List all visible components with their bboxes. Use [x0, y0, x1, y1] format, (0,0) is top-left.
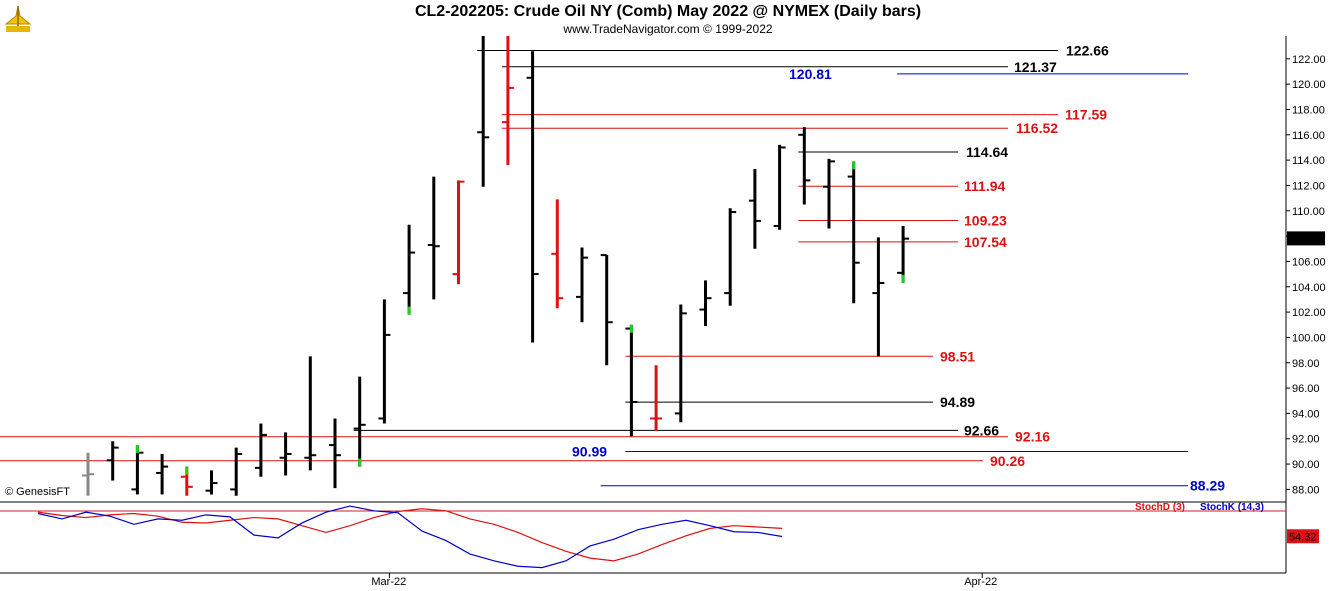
stochk-line: [37, 505, 783, 569]
chart-subtitle: www.TradeNavigator.com © 1999-2022: [563, 22, 773, 36]
indicator-value-label: 54.32: [1289, 531, 1317, 543]
level-label: 94.89: [940, 394, 975, 410]
y-tick-label: 92.00: [1292, 434, 1320, 446]
level-label: 98.51: [940, 348, 975, 364]
chart-title: CL2-202205: Crude Oil NY (Comb) May 2022…: [414, 3, 922, 20]
y-tick-label: 122.00: [1292, 54, 1326, 66]
stochd-label: StochD (3): [1135, 502, 1185, 513]
indicator-value-tag: [1287, 529, 1319, 544]
y-tick-label: 110.00: [1292, 206, 1325, 218]
y-tick-label: 90.00: [1292, 459, 1320, 471]
chart-frame: [0, 36, 1287, 574]
level-label: 109.23: [964, 213, 1007, 229]
y-tick-label: 104.00: [1292, 282, 1326, 294]
trade-navigator-logo: [4, 5, 32, 32]
y-tick-label: 114.00: [1292, 155, 1325, 167]
price-bars: [82, 36, 910, 496]
stochd-line: [37, 508, 783, 562]
y-tick-label: 116.00: [1292, 130, 1325, 142]
level-label: 122.66: [1066, 42, 1109, 58]
level-label: 92.66: [964, 422, 999, 438]
y-tick-label: 112.00: [1292, 180, 1325, 192]
last-price-label: 107.82: [1289, 233, 1323, 245]
level-label: 117.59: [1065, 107, 1107, 123]
level-label: 114.64: [966, 144, 1008, 160]
level-label: 90.26: [990, 453, 1025, 469]
level-label: 107.54: [964, 234, 1007, 250]
stochk-label: StochK (14,3): [1200, 502, 1264, 513]
y-tick-label: 106.00: [1292, 256, 1326, 268]
stochastic-panel: StochD (3) StochK (14,3) 54.32: [0, 502, 1319, 569]
last-price-tag: [1287, 231, 1325, 246]
x-tick-label: Mar-22: [371, 576, 406, 588]
y-tick-label: 102.00: [1292, 307, 1326, 319]
level-label: 88.29: [1190, 478, 1225, 494]
x-tick-label: Apr-22: [964, 576, 997, 588]
y-tick-label: 94.00: [1292, 408, 1320, 420]
level-label: 111.94: [964, 178, 1005, 194]
y-axis: 88.00 90.00 92.00 94.00 96.00 98.00 100.00 102.…: [1286, 54, 1326, 496]
level-lines: 122.66 121.37 120.81 117.59 116.52 114.64 111.…: [0, 42, 1225, 494]
level-label: 121.37: [1014, 59, 1057, 75]
y-tick-label: 98.00: [1292, 358, 1320, 370]
y-tick-label: 96.00: [1292, 383, 1320, 395]
level-label: 116.52: [1016, 120, 1058, 136]
x-axis: Mar-22 Apr-22: [371, 573, 997, 588]
y-tick-label: 100.00: [1292, 332, 1326, 344]
y-tick-label: 118.00: [1292, 104, 1325, 116]
y-tick-label: 88.00: [1292, 484, 1320, 496]
level-label: 90.99: [572, 444, 607, 460]
level-label: 120.81: [789, 66, 832, 82]
level-label: 92.16: [1015, 429, 1050, 445]
y-tick-label: 120.00: [1292, 79, 1326, 91]
watermark: © GenesisFT: [5, 486, 70, 498]
